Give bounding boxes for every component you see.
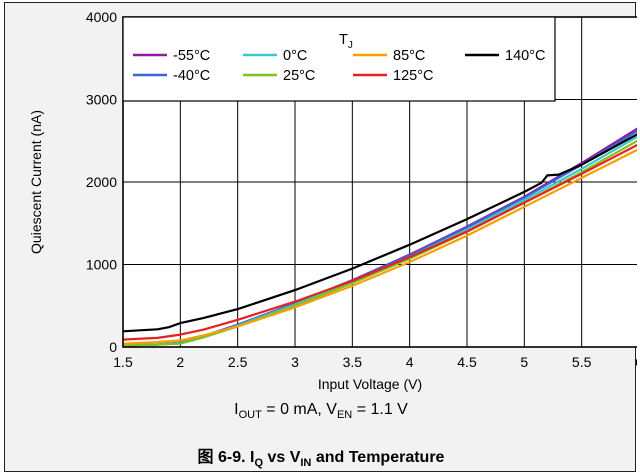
x-tick-label: 4.5 bbox=[457, 354, 477, 370]
series-lines bbox=[122, 127, 637, 347]
series-line-4 bbox=[122, 148, 637, 345]
x-tick-label: 4 bbox=[406, 354, 414, 370]
figure-caption: 图 6-9. IQ vs VIN and Temperature bbox=[197, 449, 445, 469]
x-tick-labels: 1.5 2 2.5 3 3.5 4 4.5 5 5.5 6 bbox=[113, 354, 637, 370]
figure-panel: 1.5 2 2.5 3 3.5 4 4.5 5 5.5 6 0 1000 2000 3000 4000 T… bbox=[4, 2, 637, 472]
legend-title: TJ bbox=[339, 32, 353, 51]
legend: TJ -55°C -40°C 0°C 25°C 85°C 125°C 140°C bbox=[122, 16, 556, 102]
legend-items: -55°C -40°C 0°C 25°C 85°C 125°C 140°C bbox=[133, 48, 545, 84]
legend-label-1: -40°C bbox=[173, 68, 210, 84]
x-tick-label: 6 bbox=[635, 354, 637, 370]
legend-box bbox=[122, 16, 556, 102]
test-condition: IOUT = 0 mA, VEN = 1.1 V bbox=[234, 401, 408, 421]
y-tick-label: 2000 bbox=[86, 174, 117, 190]
x-tick-label: 5 bbox=[520, 354, 528, 370]
x-tick-label: 3 bbox=[291, 354, 299, 370]
x-tick-label: 2.5 bbox=[228, 354, 248, 370]
legend-label-0: -55°C bbox=[173, 48, 210, 64]
series-line-5 bbox=[122, 143, 637, 341]
x-axis-title: Input Voltage (V) bbox=[318, 376, 422, 392]
legend-label-6: 140°C bbox=[505, 48, 545, 64]
y-tick-label: 4000 bbox=[86, 9, 117, 25]
legend-label-4: 85°C bbox=[393, 48, 425, 64]
y-tick-label: 0 bbox=[109, 339, 117, 355]
x-tick-label: 1.5 bbox=[113, 354, 133, 370]
y-tick-label: 1000 bbox=[86, 257, 117, 273]
series-line-6 bbox=[122, 133, 637, 333]
line-chart: 1.5 2 2.5 3 3.5 4 4.5 5 5.5 6 0 1000 2000 3000 4000 T… bbox=[28, 9, 637, 392]
x-tick-label: 5.5 bbox=[572, 354, 592, 370]
y-tick-label: 3000 bbox=[86, 92, 117, 108]
x-tick-label: 2 bbox=[176, 354, 184, 370]
legend-label-3: 25°C bbox=[283, 68, 315, 84]
legend-label-2: 0°C bbox=[283, 48, 307, 64]
y-axis-title: Quiescent Current (nA) bbox=[28, 110, 44, 254]
y-tick-labels: 0 1000 2000 3000 4000 bbox=[86, 9, 117, 355]
x-tick-label: 3.5 bbox=[343, 354, 363, 370]
legend-label-5: 125°C bbox=[393, 68, 433, 84]
